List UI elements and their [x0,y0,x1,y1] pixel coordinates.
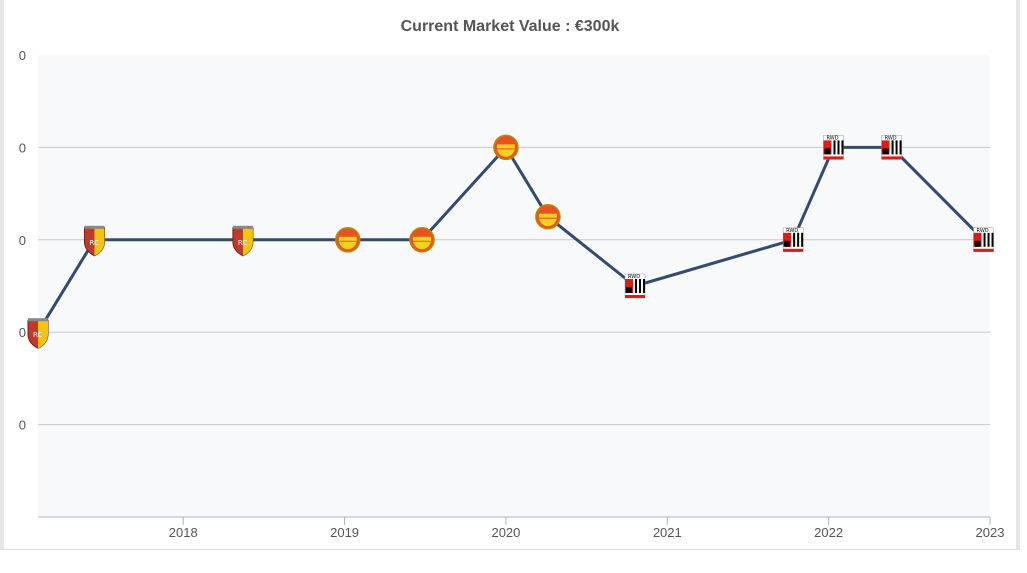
y-tick-label: 0 [19,418,26,433]
chart-title: Current Market Value : €300k [400,18,620,35]
orleans-crest-icon[interactable] [535,203,561,230]
y-tick-label: 0 [19,48,26,63]
orleans-crest-icon[interactable] [493,134,519,161]
x-tick-label: 2021 [653,525,682,540]
rwdm-crest-icon[interactable] [624,273,646,299]
rwdm-crest-icon[interactable] [782,227,804,253]
orleans-crest-icon[interactable] [409,227,435,253]
rwdm-crest-icon[interactable] [822,134,844,160]
x-tick-label: 2019 [330,525,359,540]
rwdm-crest-icon[interactable] [973,227,995,253]
chart-frame [0,0,1020,550]
x-tick-label: 2018 [169,525,198,540]
x-tick-label: 2023 [976,525,1005,540]
y-tick-label: 0 [19,233,26,248]
y-tick-label: 0 [19,140,26,155]
x-tick-label: 2022 [814,525,843,540]
orleans-crest-icon[interactable] [335,227,361,253]
x-tick-label: 2020 [491,525,520,540]
y-tick-label: 0 [19,325,26,340]
rwdm-crest-icon[interactable] [881,134,903,160]
plot-area [38,55,990,517]
